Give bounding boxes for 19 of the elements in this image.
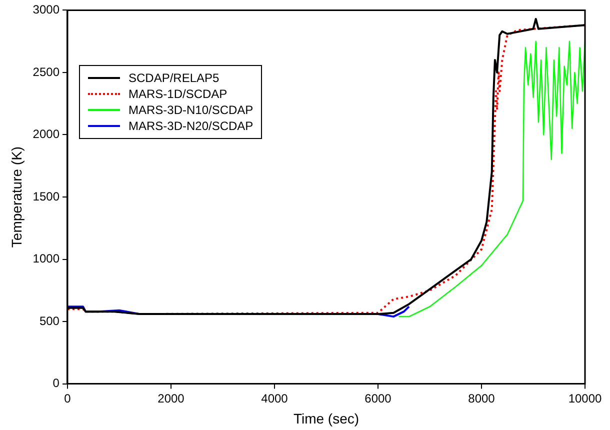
y-tick-label: 0 [52, 376, 60, 390]
legend-label: MARS-3D-N20/SCDAP [128, 118, 254, 134]
y-tick-label: 3000 [32, 2, 60, 17]
x-tick-label: 2000 [158, 391, 185, 406]
x-tick-label: 6000 [364, 391, 392, 406]
y-axis-title: Temperature (K) [8, 146, 24, 248]
x-tick-label: 4000 [261, 391, 288, 406]
x-tick-label: 0 [64, 391, 72, 406]
y-tick-label: 2500 [32, 64, 60, 79]
legend-label: MARS-1D/SCDAP [128, 86, 228, 102]
legend-label: MARS-3D-N10/SCDAP [128, 102, 254, 118]
legend-label: SCDAP/RELAP5 [128, 70, 220, 86]
y-tick-label: 1000 [32, 252, 60, 266]
x-axis-title: Time (sec) [293, 410, 360, 426]
y-tick-label: 2000 [32, 127, 60, 142]
x-tick-label: 8000 [468, 391, 496, 406]
y-tick-label: 1500 [32, 189, 60, 204]
x-tick-label: 10000 [568, 391, 602, 406]
y-tick-label: 500 [39, 314, 60, 328]
